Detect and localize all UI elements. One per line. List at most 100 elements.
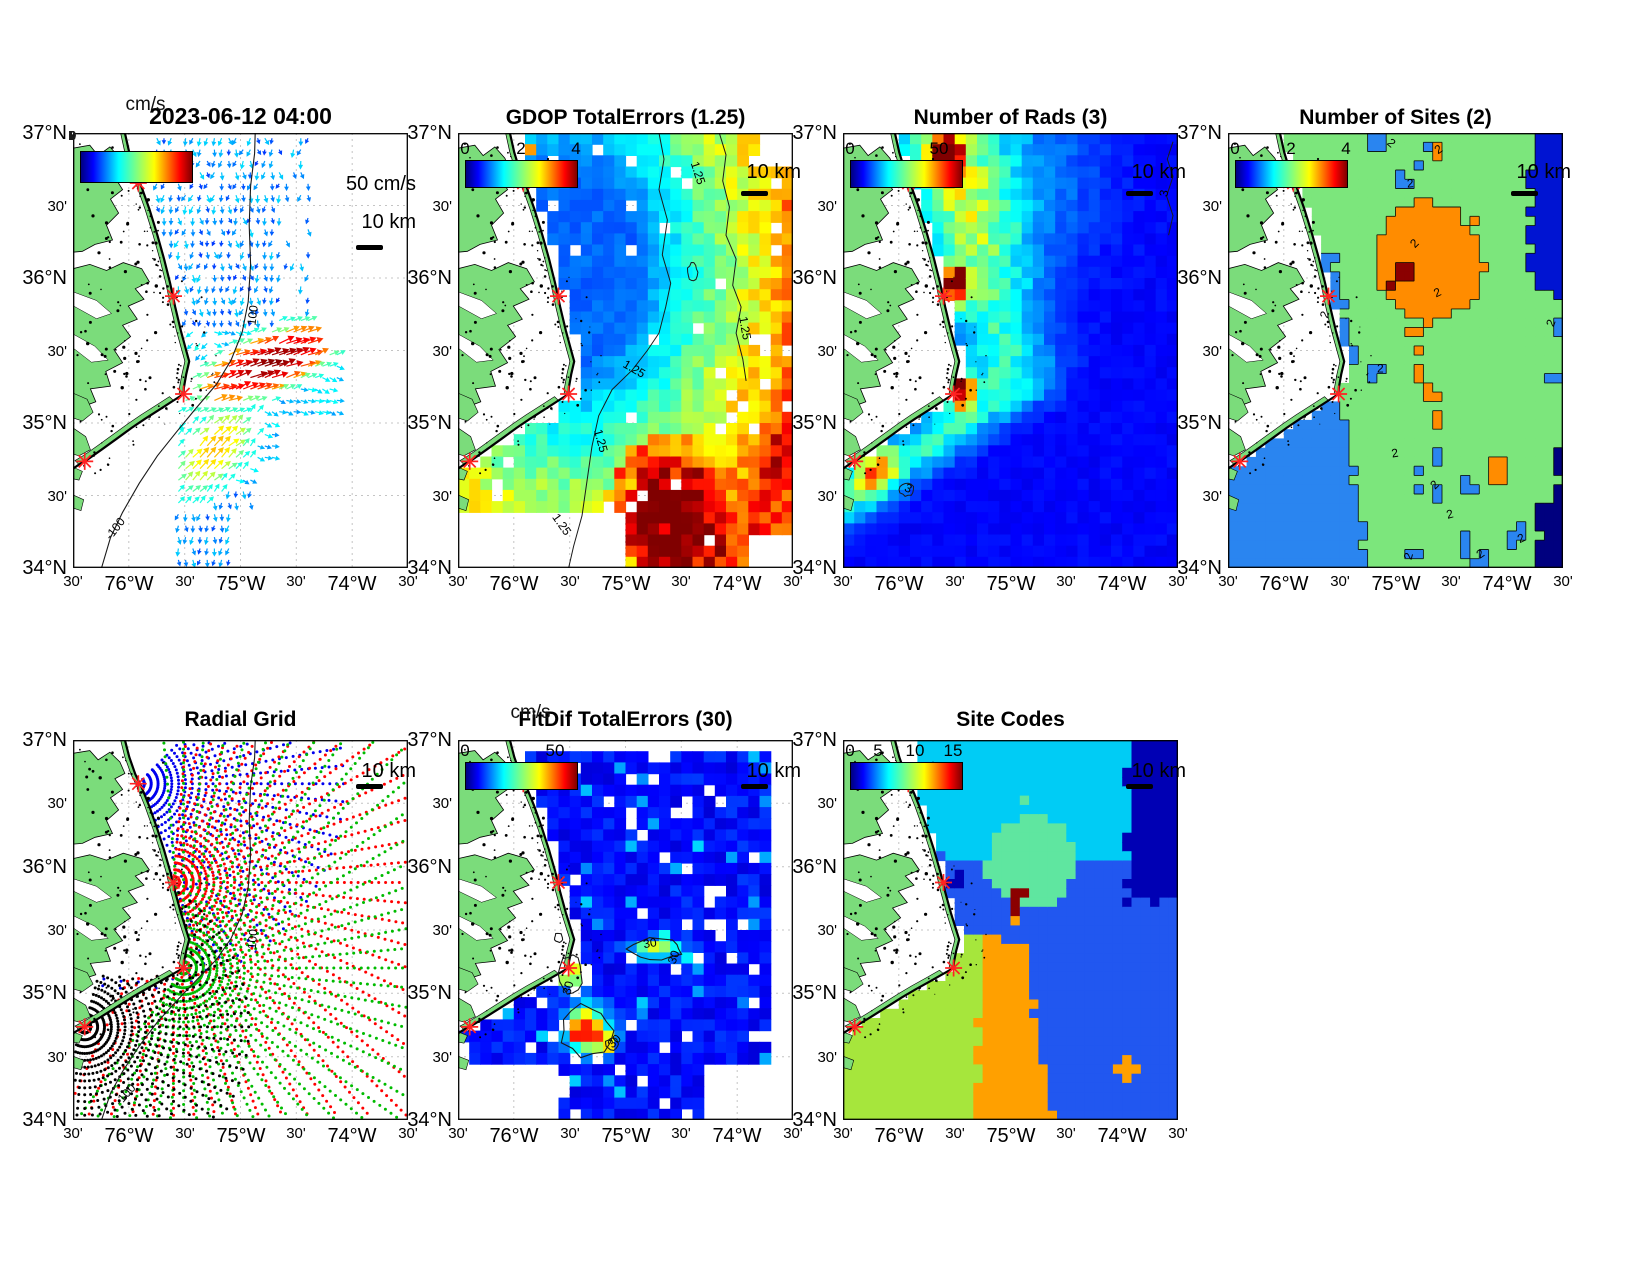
y-tick-label: 30': [47, 1049, 67, 1066]
site-asterisk-icon: [166, 875, 181, 890]
map-numrads: 33: [843, 133, 1178, 568]
x-tick-label: 30': [1168, 1125, 1188, 1142]
contour-label: 1.25: [688, 160, 709, 187]
panel-title-gdop: GDOP TotalErrors (1.25): [505, 106, 746, 129]
distance-scale-bar: [1511, 191, 1538, 196]
x-tick-label: 30': [175, 1125, 195, 1142]
land-layer: [73, 740, 217, 1071]
contour-label: 1.25: [591, 428, 611, 454]
x-tick-label: 30': [398, 1125, 418, 1142]
y-tick-label: 30': [817, 488, 837, 505]
contour-label: 100: [245, 928, 261, 949]
x-tick-label: 30': [560, 573, 580, 590]
x-tick-label: 74°W: [712, 1125, 762, 1147]
x-tick-label: 75°W: [601, 1125, 651, 1147]
colorbar-tick-label: 5: [873, 741, 883, 760]
distance-scale-bar: [1126, 191, 1153, 196]
x-tick-label: 30': [1056, 573, 1076, 590]
x-tick-label: 76°W: [489, 1125, 539, 1147]
site-asterisk-icon: [176, 387, 191, 401]
site-asterisk-icon: [463, 454, 477, 469]
distance-scale-bar: [741, 191, 768, 196]
vector-layer: [153, 137, 346, 568]
x-tick-label: 74°W: [1482, 573, 1532, 595]
site-asterisk-icon: [936, 875, 951, 890]
y-tick-label: 36°N: [407, 267, 452, 289]
x-tick-label: 75°W: [216, 1125, 266, 1147]
site-asterisk-icon: [936, 289, 951, 303]
distance-scale-label: 10 km: [746, 161, 801, 183]
x-tick-label: 30': [286, 1125, 306, 1142]
x-tick-label: 30': [1441, 573, 1461, 590]
site-asterisk-icon: [1331, 387, 1346, 401]
distance-scale-bar: [741, 784, 768, 789]
x-tick-label: 76°W: [874, 573, 924, 595]
region-layer: [1228, 133, 1563, 568]
y-tick-label: 37°N: [792, 122, 837, 144]
y-tick-label: 34°N: [792, 1109, 837, 1131]
x-tick-label: 75°W: [1371, 573, 1421, 595]
colorbar-totals: [80, 151, 193, 183]
y-tick-label: 30': [1202, 488, 1222, 505]
y-tick-label: 35°N: [792, 982, 837, 1004]
y-tick-label: 30': [432, 198, 452, 215]
distance-scale-label: 10 km: [361, 211, 416, 233]
y-tick-label: 34°N: [407, 1109, 452, 1131]
x-tick-label: 30': [1168, 573, 1188, 590]
x-tick-label: 30': [448, 573, 468, 590]
distance-scale-label: 10 km: [1516, 161, 1571, 183]
x-tick-label: 74°W: [1097, 1125, 1147, 1147]
x-tick-label: 75°W: [216, 573, 266, 595]
x-tick-label: 75°W: [986, 573, 1036, 595]
site-asterisk-icon: [176, 961, 191, 975]
x-tick-label: 30': [286, 573, 306, 590]
distance-scale-label: 10 km: [1131, 161, 1186, 183]
y-tick-label: 30': [432, 488, 452, 505]
y-tick-label: 35°N: [407, 412, 452, 434]
colorbar-tick-label: 50: [929, 139, 949, 158]
x-tick-label: 30': [783, 1125, 803, 1142]
y-tick-label: 30': [1202, 198, 1222, 215]
colorbar-tick-label: 0: [845, 741, 855, 760]
colorbar-gdop: [465, 160, 578, 188]
y-tick-label: 30': [432, 922, 452, 939]
y-tick-label: 35°N: [407, 982, 452, 1004]
x-tick-label: 30': [783, 573, 803, 590]
velocity-scale-label: 50 cm/s: [345, 173, 416, 195]
y-tick-label: 36°N: [22, 267, 67, 289]
map-gdop: 1.251.251.251.251.25: [458, 133, 793, 568]
y-tick-label: 30': [817, 922, 837, 939]
y-tick-label: 36°N: [792, 267, 837, 289]
radar-site-markers: [76, 775, 193, 1036]
site-asterisk-icon: [166, 289, 181, 303]
y-tick-label: 37°N: [407, 122, 452, 144]
x-tick-label: 74°W: [712, 573, 762, 595]
panel-title-radialgrid: Radial Grid: [184, 708, 297, 731]
x-tick-label: 75°W: [986, 1125, 1036, 1147]
y-tick-label: 30': [432, 343, 452, 360]
x-tick-label: 30': [398, 573, 418, 590]
site-asterisk-icon: [848, 454, 862, 469]
colorbar-numsites: [1235, 160, 1348, 188]
colorbar-numrads: [850, 160, 963, 188]
colorbar-tick-label: 10: [905, 741, 925, 760]
distance-scale-label: 10 km: [746, 760, 801, 782]
colorbar-tick-label: 0: [845, 139, 855, 158]
y-tick-label: 36°N: [792, 856, 837, 878]
y-tick-label: 34°N: [407, 557, 452, 579]
y-tick-label: 30': [817, 1049, 837, 1066]
map-radialgrid: 100-100: [73, 740, 408, 1120]
y-tick-label: 37°N: [792, 729, 837, 751]
units-label-fitdif: cm/s: [510, 702, 551, 723]
x-tick-label: 30': [1218, 573, 1238, 590]
site-asterisk-icon: [1233, 454, 1247, 469]
radial-dots-layer: [73, 740, 408, 1120]
contour-label: 3: [1156, 188, 1171, 197]
x-tick-label: 30': [560, 1125, 580, 1142]
land-layer: [1228, 133, 1372, 511]
y-tick-label: 30': [817, 198, 837, 215]
